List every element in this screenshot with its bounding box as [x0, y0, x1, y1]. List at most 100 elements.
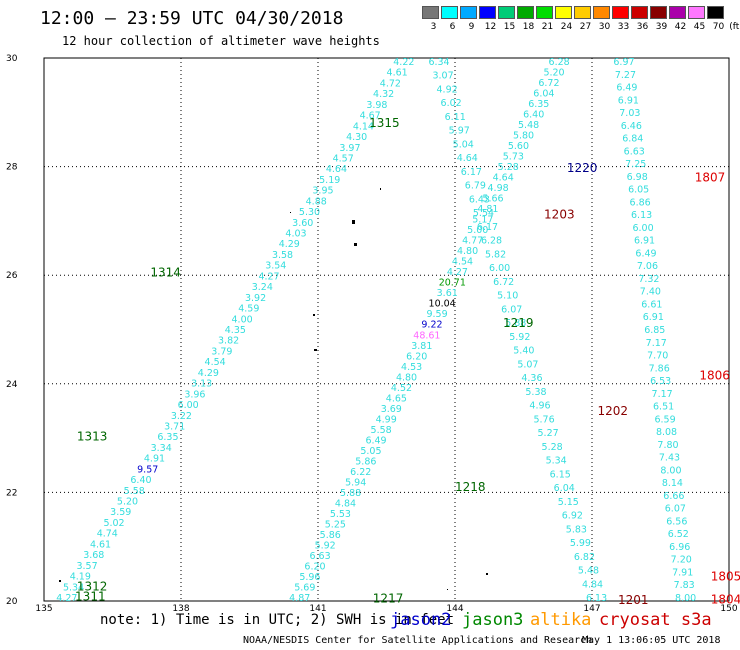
swh-value: 5.60	[508, 141, 529, 152]
pass-label: 1804	[711, 592, 740, 606]
pass-label: 1202	[597, 404, 628, 418]
swh-value: 5.02	[103, 518, 124, 529]
swh-value: 6.20	[304, 561, 325, 572]
swh-value: 3.07	[432, 71, 453, 82]
island-mark	[59, 580, 61, 582]
swh-value: 6.61	[641, 299, 662, 310]
pass-label: 1315	[369, 116, 400, 130]
swh-value: 5.27	[538, 428, 559, 439]
lon-tick-label: 147	[583, 604, 600, 614]
swh-value: 8.14	[662, 478, 683, 489]
swh-value: 4.72	[380, 78, 401, 89]
swh-value: 6.35	[157, 432, 178, 443]
swh-value: 6.13	[631, 210, 652, 221]
swh-value: 5.58	[371, 425, 392, 436]
scale-label: 42	[674, 22, 687, 32]
swh-value: 6.51	[653, 402, 674, 413]
scale-swatch	[574, 6, 591, 19]
scale-swatch	[612, 6, 629, 19]
swh-value: 5.96	[299, 572, 320, 583]
swh-value: 4.80	[396, 372, 417, 383]
swh-value: 4.64	[493, 173, 514, 184]
lat-tick-label: 30	[6, 54, 18, 64]
pass-label: 1311	[75, 590, 106, 604]
swh-value: 6.22	[350, 467, 371, 478]
swh-value: 6.53	[650, 376, 671, 387]
swh-value: 5.19	[319, 175, 340, 186]
swh-value: 6.00	[178, 400, 199, 411]
swh-value: 4.54	[452, 257, 473, 268]
swh-value: 3.68	[83, 550, 104, 561]
swh-value: 5.88	[340, 488, 361, 499]
swh-value: 6.15	[550, 469, 571, 480]
swh-value: 3.59	[110, 507, 131, 518]
swh-value: 3.79	[211, 346, 232, 357]
footer-credit: NOAA/NESDIS Center for Satellite Applica…	[243, 635, 593, 646]
swh-value: 6.49	[635, 248, 656, 259]
swh-value: 6.49	[616, 83, 637, 94]
swh-value: 5.17	[472, 215, 493, 226]
swh-value: 4.88	[306, 196, 327, 207]
swh-value: 3.34	[151, 443, 172, 454]
swh-value: 4.87	[289, 593, 310, 604]
island-mark	[290, 212, 291, 213]
swh-value: 7.32	[638, 274, 659, 285]
pass-label: 1312	[77, 579, 108, 593]
swh-value: 4.80	[457, 246, 478, 257]
swh-value: 7.86	[649, 363, 670, 374]
swh-value: 7.17	[646, 338, 667, 349]
lat-tick-label: 22	[6, 488, 17, 498]
swh-value: 4.29	[198, 368, 219, 379]
swh-value: 5.54	[473, 208, 494, 219]
swh-value: 7.25	[625, 159, 646, 170]
swh-value: 6.17	[461, 167, 482, 178]
pass-label: 1806	[699, 369, 730, 383]
swh-value: 6.07	[665, 504, 686, 515]
swh-value: 6.91	[643, 312, 664, 323]
swh-value: 4.64	[326, 164, 347, 175]
pass-label: 1201	[618, 593, 649, 607]
scale-label: 18	[522, 22, 535, 32]
swh-value: 5.94	[345, 477, 366, 488]
swh-value: 3.24	[252, 282, 273, 293]
swh-value: 3.96	[184, 389, 205, 400]
legend-cryosat-s3a: cryosat s3a	[599, 610, 712, 630]
swh-value: 3.82	[218, 336, 239, 347]
swh-value: 5.34	[63, 582, 84, 593]
swh-value: 3.81	[411, 341, 432, 352]
swh-value: 6.63	[624, 146, 645, 157]
swh-value: 6.86	[630, 197, 651, 208]
island-mark	[380, 188, 381, 190]
swh-value: 5.04	[453, 139, 474, 150]
scale-label: 70	[712, 22, 725, 32]
swh-value: 6.63	[309, 551, 330, 562]
swh-value: 5.10	[497, 291, 518, 302]
swh-value: 4.92	[437, 84, 458, 95]
scale-label: 24	[560, 22, 573, 32]
swh-value: 6.49	[365, 435, 386, 446]
swh-value: 5.48	[518, 120, 539, 131]
swh-value: 4.29	[279, 239, 300, 250]
swh-value: 5.76	[533, 414, 554, 425]
swh-value: 4.22	[393, 57, 414, 68]
scale-swatch	[555, 6, 572, 19]
swh-value: 5.48	[578, 566, 599, 577]
swh-value: 5.20	[543, 68, 564, 79]
scale-label: 30	[598, 22, 611, 32]
swh-value: 6.04	[533, 89, 554, 100]
swh-value: 6.91	[634, 236, 655, 247]
swh-value: 4.65	[386, 393, 407, 404]
swh-value: 8.08	[656, 427, 677, 438]
swh-value: 7.27	[615, 70, 636, 81]
scale-label: 27	[579, 22, 592, 32]
swh-value: 5.97	[449, 126, 470, 137]
swh-value: 6.34	[428, 57, 449, 68]
scale-swatch	[422, 6, 439, 19]
swh-value: 6.28	[549, 57, 570, 68]
swh-value: 6.52	[668, 529, 689, 540]
swh-value: 9.57	[137, 464, 158, 475]
swh-value: 6.79	[465, 181, 486, 192]
swh-value: 8.00	[660, 465, 681, 476]
swh-value: 7.06	[637, 261, 658, 272]
swh-value: 5.07	[517, 359, 538, 370]
